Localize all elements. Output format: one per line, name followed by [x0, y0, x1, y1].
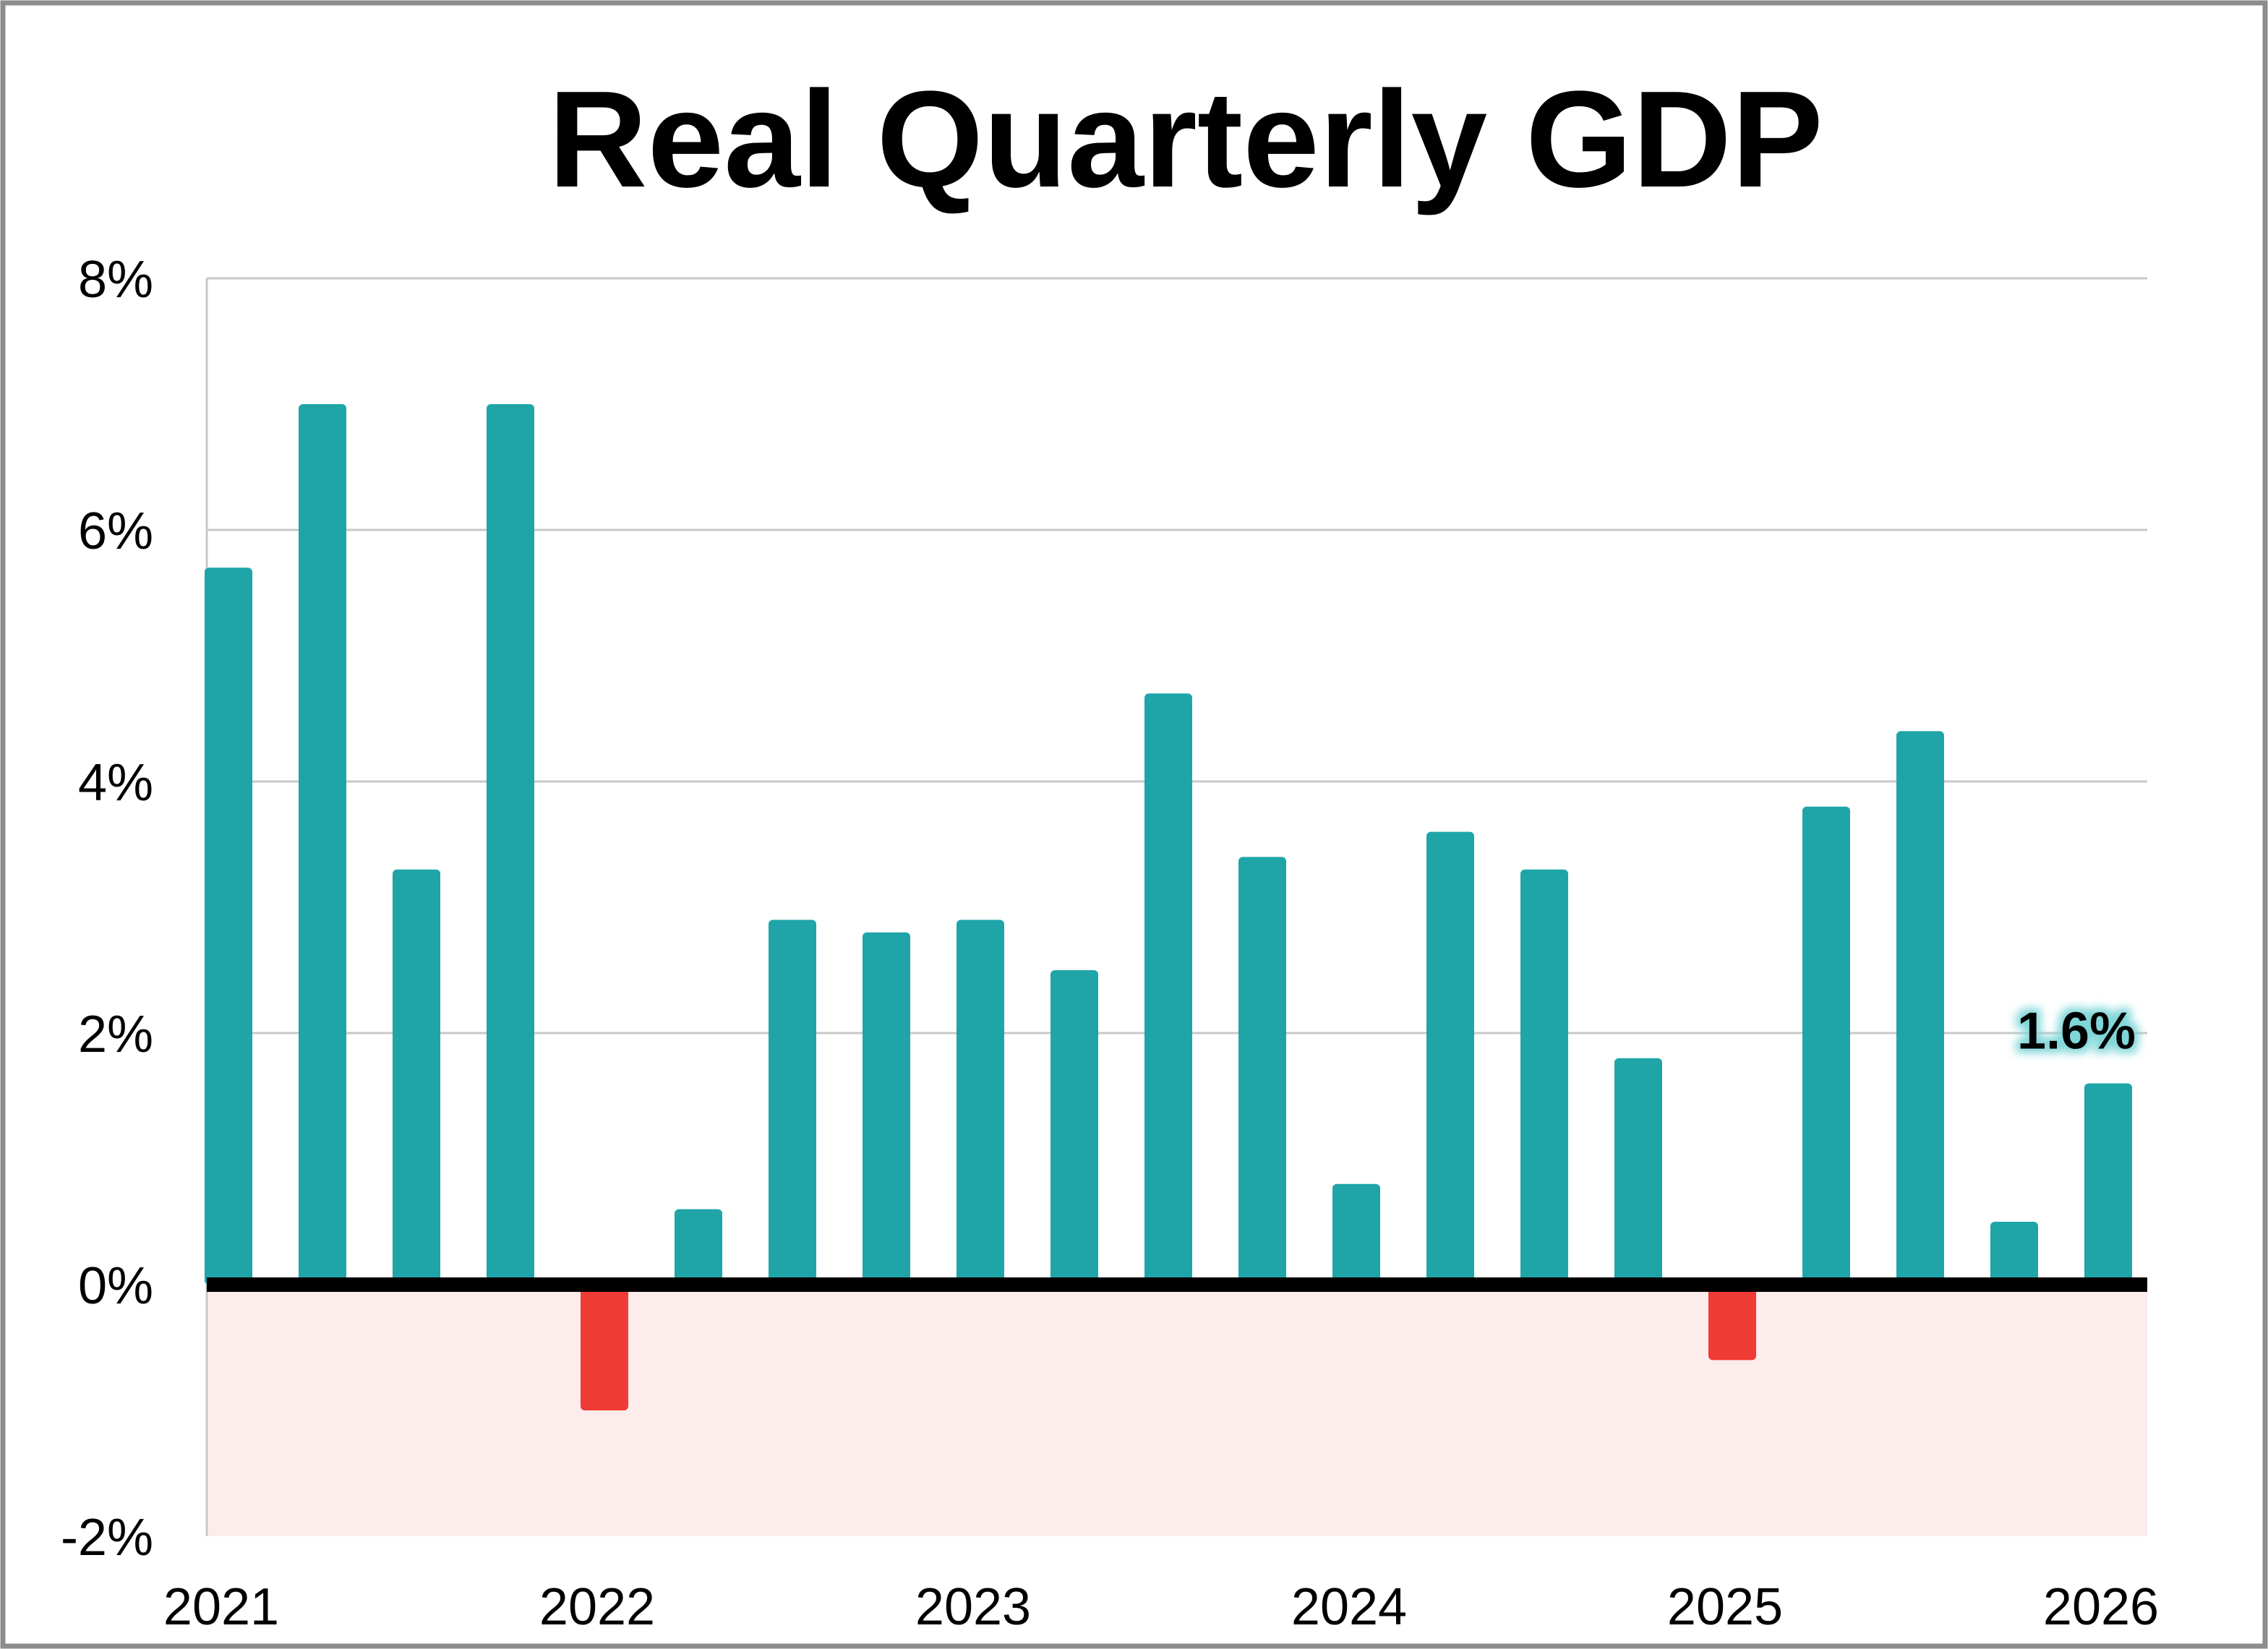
x-tick-label: 2021 — [163, 1578, 279, 1636]
y-tick-label: 8% — [78, 251, 153, 309]
bar-6 — [675, 1209, 722, 1285]
y-tick-label: -2% — [61, 1509, 153, 1567]
bar-13 — [1332, 1183, 1380, 1285]
y-tick-label: 0% — [78, 1257, 153, 1315]
bar-4 — [487, 404, 534, 1285]
negative-zone — [207, 1285, 2147, 1536]
x-tick-label: 2023 — [915, 1578, 1031, 1636]
y-tick-label: 2% — [78, 1006, 153, 1063]
bar-11 — [1144, 693, 1192, 1285]
bar-10 — [1050, 970, 1098, 1285]
x-tick-label: 2024 — [1291, 1578, 1407, 1636]
bar-1 — [205, 567, 252, 1285]
bar-7 — [769, 920, 816, 1285]
x-tick-label: 2025 — [1667, 1578, 1783, 1636]
y-tick-label: 6% — [78, 502, 153, 560]
bar-12 — [1238, 857, 1286, 1285]
plot-area: -2% 0% 2% 4% 6% 8% 2021 2022 2023 2024 2025 2026 1.6… — [61, 251, 2159, 1636]
chart-title: Real Quarterly GDP — [548, 63, 1823, 216]
bar-3 — [393, 869, 440, 1285]
bar-17 — [1708, 1285, 1756, 1361]
bar-14 — [1426, 831, 1474, 1285]
data-label: 1.6% — [2017, 1003, 2136, 1061]
bar-21 — [2084, 1083, 2132, 1285]
bar-2 — [299, 404, 346, 1285]
bar-8 — [863, 932, 910, 1285]
bar-15 — [1520, 869, 1568, 1285]
y-tick-label: 4% — [78, 754, 153, 812]
bar-20 — [1990, 1222, 2038, 1285]
bar-16 — [1614, 1058, 1662, 1285]
bar-9 — [957, 920, 1004, 1285]
x-tick-label: 2022 — [539, 1578, 655, 1636]
bar-18 — [1802, 806, 1850, 1285]
bar-19 — [1896, 731, 1944, 1285]
x-tick-label: 2026 — [2043, 1578, 2159, 1636]
bar-5 — [581, 1285, 628, 1410]
